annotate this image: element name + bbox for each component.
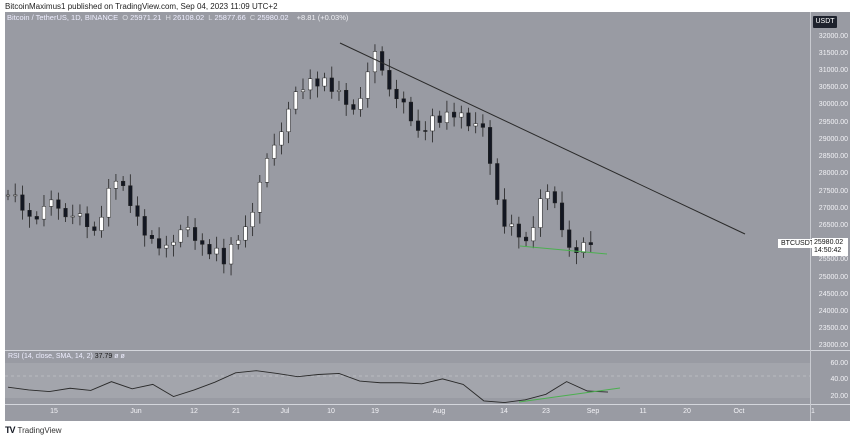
currency-button[interactable]: USDT <box>813 16 837 28</box>
time-tick: 15 <box>50 408 58 415</box>
time-tick: Aug <box>432 408 446 415</box>
publication-info: BitcoinMaximus1 published on TradingView… <box>5 2 278 11</box>
low-value: 25877.66 <box>214 13 246 22</box>
rsi-divergence-line <box>518 387 621 403</box>
symbol-price-tag: BTCUSDT <box>778 239 818 248</box>
time-tick: 20 <box>683 408 691 415</box>
support-line <box>519 245 608 255</box>
tradingview-logo-icon: TV <box>5 425 15 435</box>
rsi-extra: ø ø <box>114 353 125 360</box>
time-tick: Jul <box>280 408 290 415</box>
time-tick: 19 <box>371 408 379 415</box>
chart-canvas <box>5 42 810 404</box>
chart-area[interactable]: Bitcoin / TetherUS, 1D, BINANCE O 25971.2… <box>5 12 850 421</box>
time-tick: 10 <box>327 408 335 415</box>
time-axis-separator <box>5 404 850 405</box>
high-value: 26108.02 <box>172 13 205 22</box>
bar-countdown: 14:50:42 <box>814 247 842 254</box>
last-price: 25980.02 <box>814 239 844 246</box>
time-tick: 1 <box>811 408 815 415</box>
time-tick: 11 <box>639 408 647 415</box>
price-axis[interactable]: 32000.00 31500.00 31000.00 30500.00 3000… <box>810 12 850 421</box>
symbol-name[interactable]: Bitcoin / TetherUS, 1D, BINANCE <box>7 13 119 22</box>
last-price-label: 25980.02 14:50:42 <box>812 238 848 256</box>
time-tick: 14 <box>500 408 508 415</box>
symbol-header: Bitcoin / TetherUS, 1D, BINANCE O 25971.2… <box>7 13 349 22</box>
rsi-legend[interactable]: RSI (14, close, SMA, 14, 2) 37.79 ø ø <box>8 353 125 360</box>
time-tick: Jun <box>130 408 142 415</box>
trendline <box>339 42 746 235</box>
rsi-title: RSI (14, close, SMA, 14, 2) <box>8 353 93 360</box>
footer: TV TradingView <box>5 425 62 435</box>
brand-name: TradingView <box>17 425 62 435</box>
time-tick: 12 <box>190 408 198 415</box>
pane-separator[interactable] <box>5 350 850 351</box>
time-tick: Oct <box>733 408 745 415</box>
time-tick: Sep <box>586 408 600 415</box>
change-value: +8.81 (+0.03%) <box>296 13 349 22</box>
close-value: 25980.02 <box>257 13 289 22</box>
open-value: 25971.21 <box>130 13 162 22</box>
time-tick: 23 <box>542 408 550 415</box>
time-tick: 21 <box>232 408 240 415</box>
time-axis[interactable]: 15 Jun 12 21 Jul 10 19 Aug 14 23 Sep 11 20 Oct 1 <box>5 405 815 421</box>
rsi-value: 37.79 <box>94 353 113 360</box>
